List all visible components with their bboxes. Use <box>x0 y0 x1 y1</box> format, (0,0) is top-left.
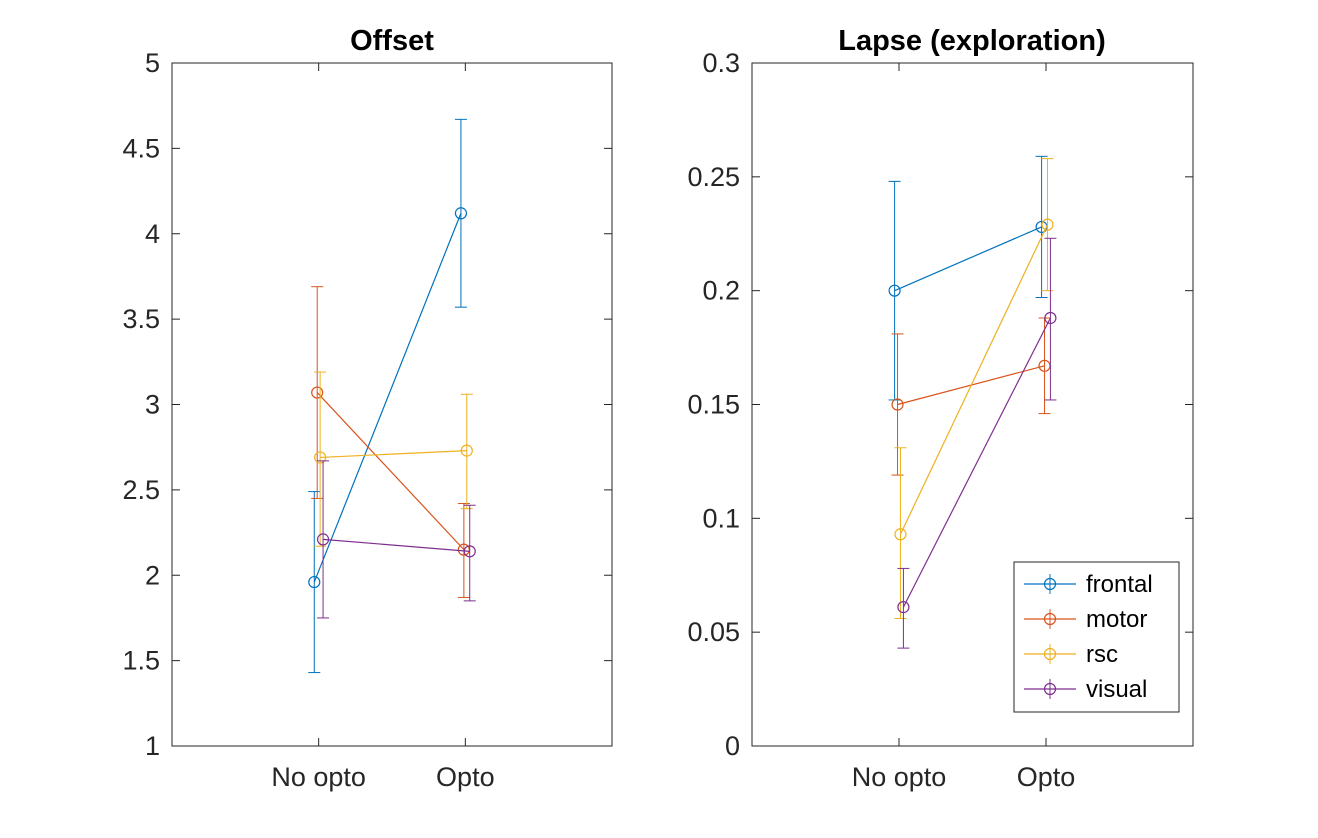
legend-item-frontal: frontal <box>1024 571 1153 598</box>
legend-item-rsc: rsc <box>1024 641 1118 668</box>
series-visual <box>897 237 1057 649</box>
y-tick-label: 0.2 <box>702 276 740 306</box>
lapse-chart: Lapse (exploration) 0 0.05 0.1 0.15 0.2 0.25 0… <box>687 25 1194 792</box>
axes-box <box>171 62 613 747</box>
y-tick-label: 0.1 <box>702 503 740 533</box>
legend-item-visual: visual <box>1024 676 1147 703</box>
series-visual <box>316 460 476 619</box>
x-tick-label: Opto <box>436 762 495 792</box>
x-tick-label: Opto <box>1017 762 1076 792</box>
x-tick-label: No opto <box>271 762 366 792</box>
series-line <box>323 538 470 552</box>
series-line <box>316 392 465 551</box>
y-tick-label: 4.5 <box>122 133 160 163</box>
series-motor <box>311 286 470 598</box>
data-point <box>888 284 901 297</box>
y-tick-label: 3.5 <box>122 304 160 334</box>
series-frontal <box>888 155 1048 401</box>
legend-marker <box>1043 577 1057 591</box>
legend-label: motor <box>1086 606 1147 633</box>
y-tick-label: 3 <box>145 390 160 420</box>
series-line <box>313 213 462 583</box>
data-point <box>454 207 468 220</box>
series-line <box>894 226 1042 292</box>
data-point <box>891 398 904 411</box>
legend-label: visual <box>1086 676 1147 703</box>
series-line <box>899 224 1049 535</box>
series-rsc <box>314 371 473 547</box>
legend-marker <box>1043 647 1057 661</box>
legend-label: frontal <box>1086 571 1153 598</box>
data-point <box>308 575 321 589</box>
data-point <box>316 533 330 546</box>
series-line <box>320 450 467 459</box>
data-point <box>311 386 324 399</box>
y-tick-label: 2 <box>145 560 160 590</box>
series-line <box>902 317 1051 608</box>
y-tick-label: 2.5 <box>122 475 160 505</box>
y-tick-label: 0.15 <box>687 390 740 420</box>
data-point <box>460 444 473 457</box>
y-tick-label: 5 <box>145 48 160 78</box>
legend-item-motor: motor <box>1024 606 1147 633</box>
y-tick-label: 0.05 <box>687 617 740 647</box>
series-rsc <box>894 158 1054 620</box>
data-point <box>897 601 910 614</box>
legend-marker <box>1043 682 1057 696</box>
y-tick-label: 1.5 <box>122 646 160 676</box>
chart-title: Offset <box>350 25 434 57</box>
data-point <box>894 528 907 541</box>
legend-marker <box>1043 612 1057 626</box>
data-point <box>463 545 476 558</box>
offset-chart: Offset 1 1.5 2 2.5 3 3.5 4 4.5 5 No opto Opto <box>122 25 613 792</box>
y-tick-label: 0.25 <box>687 162 740 192</box>
y-tick-label: 0.3 <box>702 48 740 78</box>
series-motor <box>891 317 1051 476</box>
chart-title: Lapse (exploration) <box>838 25 1106 57</box>
y-tick-label: 0 <box>725 731 740 761</box>
legend-label: rsc <box>1086 641 1118 668</box>
series-frontal <box>308 118 468 674</box>
legend: frontal motor rsc visual <box>1013 561 1180 713</box>
legend-box <box>1013 561 1180 713</box>
x-tick-label: No opto <box>852 762 947 792</box>
y-tick-label: 4 <box>145 219 160 249</box>
data-point <box>314 451 327 464</box>
y-tick-label: 1 <box>145 731 160 761</box>
data-point <box>1044 311 1057 325</box>
data-point <box>1041 218 1054 231</box>
